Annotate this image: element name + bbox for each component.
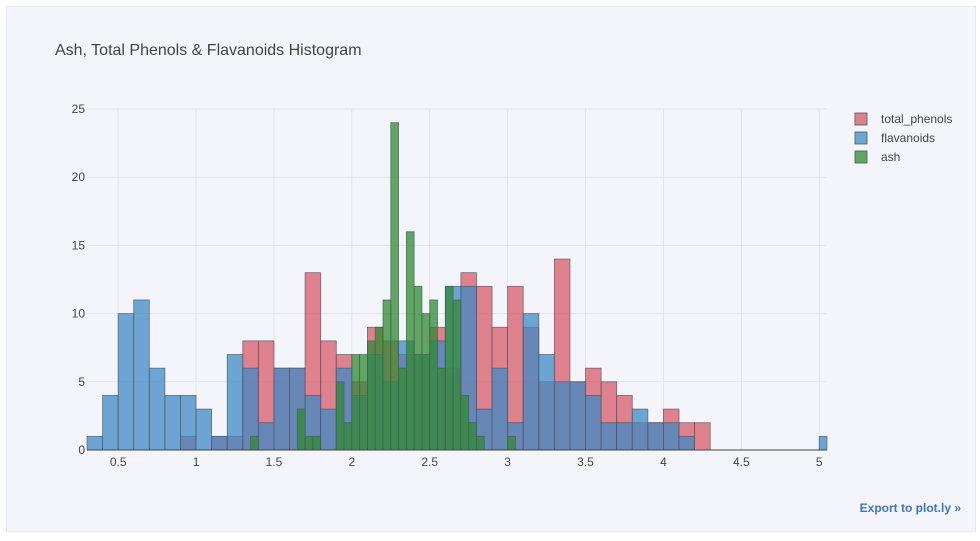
bar-flavanoids[interactable] [211,435,228,451]
bar-ash[interactable] [507,435,516,451]
legend-item-flavanoids[interactable]: flavanoids [854,131,935,145]
bar-flavanoids[interactable] [320,408,337,451]
legend-label: flavanoids [881,131,935,145]
bar-ash[interactable] [367,340,376,451]
bar-flavanoids[interactable] [117,313,135,451]
bar-ash[interactable] [444,285,454,451]
bar-ash[interactable] [374,326,384,451]
legend-item-total_phenols[interactable]: total_phenols [854,112,952,126]
legend-label: ash [881,150,900,164]
bar-ash[interactable] [437,367,446,451]
y-tick-label: 15 [72,238,86,252]
bar-ash[interactable] [405,231,415,451]
bar-flavanoids[interactable] [553,381,571,451]
bar-flavanoids[interactable] [257,422,275,451]
x-tick-label: 1 [193,455,200,469]
bar-flavanoids[interactable] [538,354,555,451]
bar-flavanoids[interactable] [663,422,680,451]
bar-flavanoids[interactable] [180,395,197,451]
legend[interactable]: total_phenols flavanoids ash [854,112,952,164]
bar-flavanoids[interactable] [195,408,213,451]
bar-flavanoids[interactable] [491,367,509,451]
y-tick-label: 25 [72,102,86,116]
bar-ash[interactable] [468,422,477,451]
bar-ash[interactable] [250,435,259,451]
bar-ash[interactable] [390,122,399,451]
bar-flavanoids[interactable] [631,408,649,451]
bar-ash[interactable] [476,435,485,451]
bar-flavanoids[interactable] [678,435,695,451]
bar-flavanoids[interactable] [133,299,150,451]
bar-ash[interactable] [304,435,314,451]
x-tick-label: 3 [504,455,511,469]
export-to-plotly-link[interactable]: Export to plot.ly » [859,501,961,515]
y-tick-label: 5 [78,375,85,389]
x-tick-label: 2 [348,455,355,469]
bar-flavanoids[interactable] [818,435,828,451]
bar-flavanoids[interactable] [522,313,540,451]
bar-flavanoids[interactable] [102,395,119,451]
axis-layer: 0.5 1 1.5 2 2.5 3 3.5 4 4.5 5 0 5 10 15 20 25 [72,102,827,469]
bar-total_phenols[interactable] [694,422,711,451]
bar-ash[interactable] [335,381,345,451]
legend-swatch [854,131,868,145]
x-tick-label: 2.5 [421,455,438,469]
bar-ash[interactable] [351,354,361,451]
bar-flavanoids[interactable] [585,395,602,451]
bar-ash[interactable] [421,313,431,451]
legend-label: total_phenols [881,112,952,126]
bar-flavanoids[interactable] [86,435,103,451]
x-tick-label: 4.5 [733,455,750,469]
bar-flavanoids[interactable] [164,395,181,451]
x-tick-label: 0.5 [110,455,127,469]
bar-ash[interactable] [382,299,392,451]
bar-flavanoids[interactable] [226,354,244,451]
bar-ash[interactable] [312,435,322,451]
y-tick-label: 20 [72,170,86,184]
x-tick-label: 3.5 [577,455,594,469]
bar-ash[interactable] [398,367,407,451]
plot-card: Ash, Total Phenols & Flavanoids Histogra… [6,6,976,532]
bar-ash[interactable] [359,354,368,451]
bar-ash[interactable] [460,395,470,451]
bar-flavanoids[interactable] [148,367,166,451]
bar-ash[interactable] [343,422,353,451]
legend-swatch [854,112,868,126]
bar-ash[interactable] [429,299,438,451]
bar-ash[interactable] [296,408,306,451]
x-tick-label: 5 [816,455,823,469]
legend-swatch [854,150,868,164]
grid-layer [87,108,827,450]
x-tick-label: 4 [660,455,667,469]
legend-item-ash[interactable]: ash [854,150,900,164]
y-tick-label: 0 [78,443,85,457]
chart-title: Ash, Total Phenols & Flavanoids Histogra… [55,42,362,59]
bar-flavanoids[interactable] [647,422,664,451]
bar-ash[interactable] [452,299,462,451]
bar-flavanoids[interactable] [600,422,618,451]
bars-layer [86,122,828,451]
bar-flavanoids[interactable] [616,422,633,451]
x-tick-label: 1.5 [266,455,283,469]
bar-ash[interactable] [413,285,423,451]
histogram-chart: Ash, Total Phenols & Flavanoids Histogra… [55,42,952,469]
y-tick-label: 10 [72,307,86,321]
bar-flavanoids[interactable] [273,367,290,451]
bar-flavanoids[interactable] [569,381,586,451]
